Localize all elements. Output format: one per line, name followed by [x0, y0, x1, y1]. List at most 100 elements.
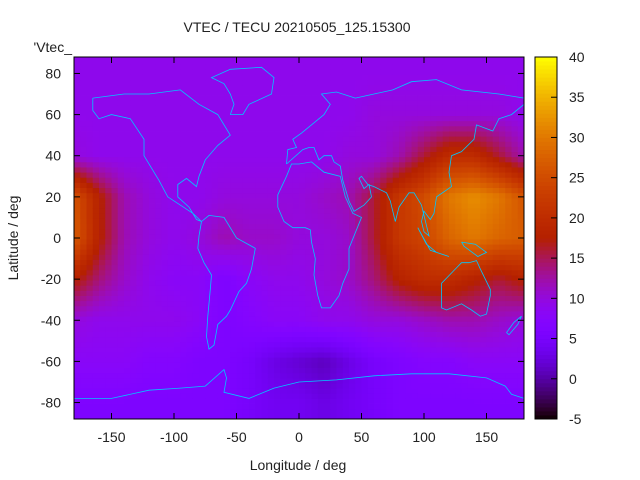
heatmap-cell	[199, 305, 206, 312]
heatmap-cell	[311, 239, 319, 245]
heatmap-cell	[417, 110, 425, 117]
heatmap-cell	[492, 347, 500, 353]
heatmap-cell	[192, 57, 200, 60]
heatmap-cell	[286, 413, 294, 420]
heatmap-cell	[374, 115, 381, 122]
heatmap-cell	[105, 120, 112, 127]
heatmap-cell	[417, 372, 425, 379]
heatmap-cell	[361, 208, 369, 214]
heatmap-cell	[411, 259, 419, 266]
heatmap-cell	[442, 125, 450, 132]
heatmap-cell	[211, 367, 219, 374]
heatmap-cell	[267, 259, 275, 266]
heatmap-cell	[349, 336, 356, 343]
heatmap-cell	[399, 197, 406, 204]
heatmap-cell	[386, 213, 394, 219]
heatmap-cell	[155, 336, 162, 343]
heatmap-cell	[336, 213, 344, 219]
heatmap-cell	[492, 57, 500, 60]
heatmap-cell	[199, 367, 206, 374]
heatmap-cell	[467, 125, 475, 132]
heatmap-cell	[430, 197, 437, 204]
heatmap-cell	[405, 233, 412, 240]
heatmap-cell	[142, 326, 150, 332]
heatmap-cell	[161, 295, 169, 302]
heatmap-cell	[105, 203, 112, 209]
heatmap-cell	[424, 115, 431, 122]
heatmap-cell	[505, 228, 512, 235]
heatmap-cell	[199, 388, 206, 394]
heatmap-cell	[142, 311, 150, 317]
heatmap-cell	[299, 187, 306, 194]
heatmap-cell	[455, 213, 462, 219]
heatmap-cell	[461, 269, 469, 276]
heatmap-cell	[492, 239, 500, 245]
heatmap-cell	[199, 372, 206, 379]
heatmap-cell	[361, 105, 369, 111]
heatmap-cell	[205, 413, 212, 420]
heatmap-cell	[330, 57, 337, 60]
heatmap-cell	[86, 285, 94, 291]
heatmap-cell	[192, 295, 200, 302]
heatmap-cell	[442, 233, 450, 240]
heatmap-cell	[261, 316, 269, 322]
heatmap-cell	[467, 357, 475, 363]
heatmap-cell	[242, 120, 250, 127]
heatmap-cell	[155, 331, 162, 338]
heatmap-cell	[274, 89, 281, 96]
heatmap-cell	[430, 341, 437, 348]
heatmap-cell	[361, 136, 369, 142]
heatmap-cell	[342, 89, 350, 96]
heatmap-cell	[149, 57, 156, 60]
heatmap-cell	[255, 79, 262, 86]
heatmap-cell	[230, 259, 237, 266]
heatmap-cell	[161, 408, 169, 415]
heatmap-cell	[461, 228, 469, 235]
heatmap-cell	[149, 377, 156, 384]
heatmap-cell	[136, 295, 144, 302]
heatmap-cell	[505, 254, 512, 260]
heatmap-cell	[99, 100, 106, 106]
heatmap-cell	[180, 125, 187, 132]
heatmap-cell	[367, 161, 375, 168]
heatmap-cell	[424, 347, 431, 353]
heatmap-cell	[180, 290, 187, 296]
heatmap-cell	[374, 110, 381, 117]
heatmap-cell	[99, 321, 106, 327]
heatmap-cell	[124, 388, 131, 394]
heatmap-cell	[224, 95, 231, 101]
heatmap-cell	[430, 357, 437, 363]
heatmap-cell	[149, 120, 156, 127]
heatmap-cell	[86, 105, 94, 111]
heatmap-cell	[505, 377, 512, 384]
heatmap-cell	[336, 141, 344, 147]
heatmap-cell	[367, 228, 375, 235]
heatmap-cell	[180, 347, 187, 353]
heatmap-cell	[486, 275, 494, 281]
heatmap-cell	[367, 146, 375, 153]
heatmap-cell	[461, 197, 469, 204]
heatmap-cell	[136, 59, 144, 65]
heatmap-cell	[499, 187, 506, 194]
heatmap-cell	[430, 311, 437, 317]
heatmap-cell	[317, 69, 325, 75]
heatmap-cell	[392, 95, 400, 101]
heatmap-cell	[99, 305, 106, 312]
heatmap-cell	[380, 362, 387, 368]
heatmap-cell	[374, 208, 381, 214]
heatmap-cell	[249, 223, 256, 230]
heatmap-cell	[92, 336, 100, 343]
heatmap-cell	[161, 192, 169, 199]
heatmap-cell	[367, 367, 375, 374]
heatmap-cell	[105, 156, 112, 163]
heatmap-cell	[442, 69, 450, 75]
heatmap-cell	[374, 377, 381, 384]
heatmap-cell	[155, 187, 162, 194]
heatmap-cell	[355, 275, 362, 281]
heatmap-cell	[461, 167, 469, 173]
heatmap-cell	[455, 74, 462, 81]
heatmap-cell	[311, 136, 319, 142]
heatmap-cell	[205, 64, 212, 70]
heatmap-cell	[336, 151, 344, 158]
heatmap-cell	[317, 388, 325, 394]
